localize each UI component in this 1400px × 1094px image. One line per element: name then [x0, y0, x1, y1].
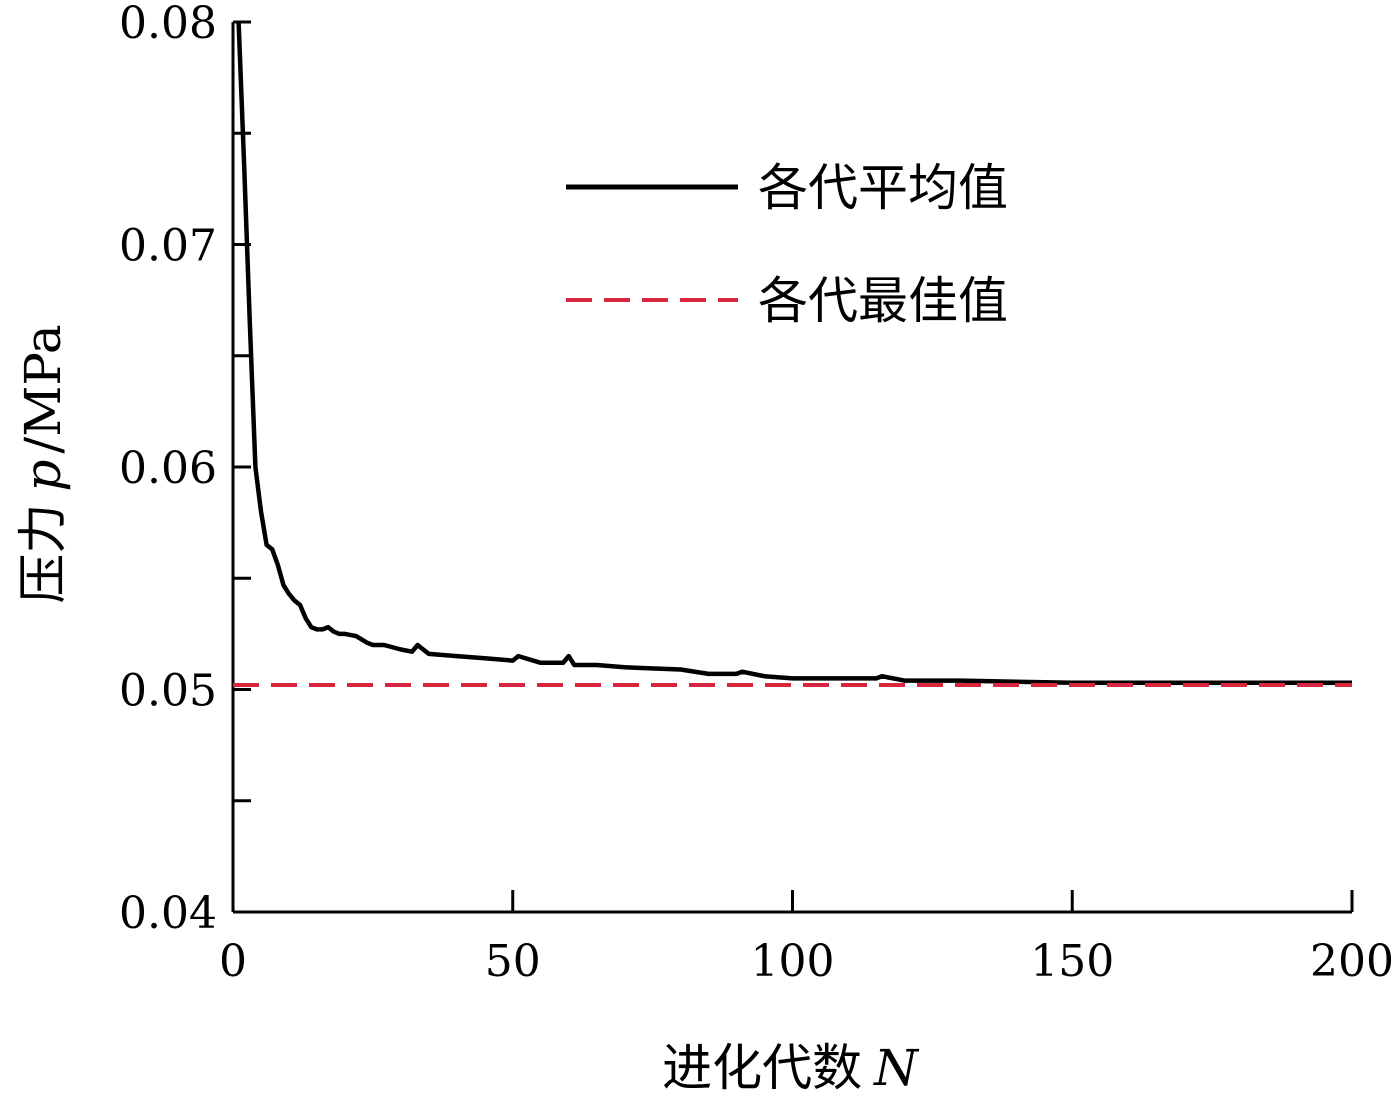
- series-layer: [233, 21, 1352, 687]
- y-axis-variable: p: [14, 460, 72, 492]
- series-average-line: [236, 21, 1352, 686]
- y-axis-title: 压力 p/MPa: [14, 324, 72, 603]
- x-tick-label: 200: [1310, 936, 1394, 987]
- y-tick-label: 0.07: [119, 221, 217, 272]
- y-tick-label: 0.06: [119, 443, 217, 494]
- y-tick-label: 0.05: [119, 666, 217, 717]
- y-axis-label: 压力: [14, 504, 72, 604]
- legend-label-average: 各代平均值: [758, 159, 1008, 217]
- legend-label-best: 各代最佳值: [758, 272, 1008, 330]
- tick-labels: 0.04 0.05 0.06 0.07 0.08 0 50 100 150 200: [119, 0, 1394, 987]
- x-axis-variable: N: [873, 1039, 920, 1094]
- x-tick-label: 150: [1030, 936, 1114, 987]
- axes: [231, 22, 1352, 914]
- x-axis-title: 进化代数 N: [662, 1039, 920, 1094]
- x-axis-label: 进化代数: [662, 1039, 862, 1094]
- y-axis-unit: /MPa: [14, 324, 72, 453]
- y-tick-label: 0.04: [119, 888, 217, 939]
- x-tick-label: 50: [485, 936, 541, 987]
- y-tick-label: 0.08: [119, 0, 217, 49]
- ticks: [231, 20, 1354, 914]
- x-tick-label: 0: [219, 936, 247, 987]
- x-tick-label: 100: [751, 936, 835, 987]
